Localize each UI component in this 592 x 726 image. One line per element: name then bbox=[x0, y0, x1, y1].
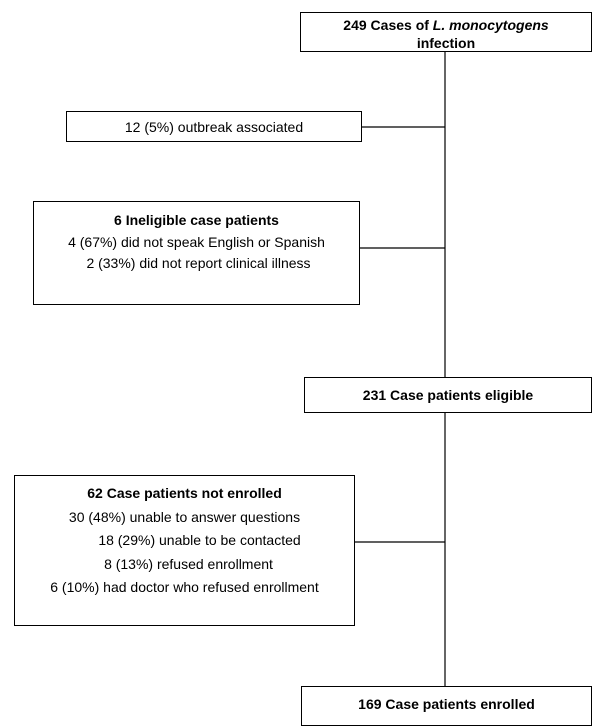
ineligible-title: 6 Ineligible case patients bbox=[114, 212, 279, 228]
enrolled-box: 169 Case patients enrolled bbox=[301, 686, 592, 726]
not-enrolled-item: 8 (13%) refused enrollment bbox=[104, 555, 273, 572]
ineligible-item: 4 (67%) did not speak English or Spanish bbox=[68, 233, 325, 250]
not-enrolled-item: 6 (10%) had doctor who refused enrollmen… bbox=[50, 579, 319, 595]
ineligible-item: 2 (33%) did not report clinical illness bbox=[86, 255, 311, 271]
eligible-box: 231 Case patients eligible bbox=[304, 377, 592, 413]
total-cases-line: 249 Cases of L. monocytogens bbox=[301, 17, 591, 35]
outbreak-text: 12 (5%) outbreak associated bbox=[124, 119, 304, 135]
not-enrolled-title: 62 Case patients not enrolled bbox=[87, 485, 282, 501]
not-enrolled-item: 18 (29%) unable to be contacted bbox=[98, 532, 301, 548]
organism-name: L. monocytogens bbox=[432, 17, 549, 33]
total-cases-count: 249 Cases of bbox=[343, 17, 433, 33]
total-cases-suffix: infection bbox=[416, 34, 476, 51]
outbreak-box: 12 (5%) outbreak associated bbox=[66, 111, 362, 142]
enrolled-text: 169 Case patients enrolled bbox=[358, 696, 535, 712]
not-enrolled-item: 30 (48%) unable to answer questions bbox=[68, 508, 301, 525]
total-cases-box: 249 Cases of L. monocytogens infection bbox=[300, 12, 592, 52]
ineligible-box: 6 Ineligible case patients 4 (67%) did n… bbox=[33, 201, 360, 305]
not-enrolled-box: 62 Case patients not enrolled 30 (48%) u… bbox=[14, 475, 355, 626]
eligible-text: 231 Case patients eligible bbox=[362, 387, 534, 403]
